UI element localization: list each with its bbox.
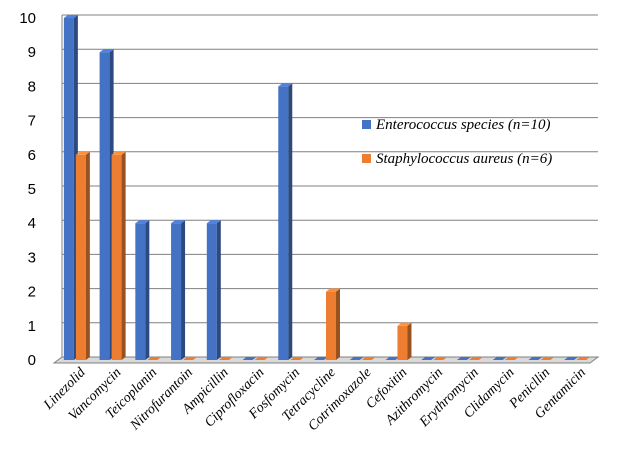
bar-front	[278, 86, 289, 361]
bar	[206, 220, 221, 360]
bar-side	[145, 220, 150, 360]
y-tick-label: 9	[28, 44, 36, 61]
bar-zero	[361, 357, 376, 360]
bars	[63, 15, 591, 361]
bar-zero	[242, 357, 257, 360]
bar	[492, 357, 507, 360]
y-tick-label: 1	[28, 318, 36, 335]
bar-zero	[349, 357, 364, 360]
bar	[75, 151, 90, 360]
y-tick-label: 8	[28, 78, 36, 95]
bar-zero	[290, 357, 305, 360]
bar	[540, 357, 555, 360]
legend-label: Staphylococcus aureus (n=6)	[376, 151, 552, 167]
bar-top	[111, 151, 126, 155]
y-tick-label: 0	[28, 352, 36, 369]
bar-zero	[147, 357, 162, 360]
bar-zero	[540, 357, 555, 360]
bar	[111, 151, 126, 360]
bar-top	[135, 220, 150, 224]
bar-front	[111, 154, 122, 360]
bar	[290, 357, 305, 360]
bar-zero	[492, 357, 507, 360]
bar	[349, 357, 364, 360]
bar-zero	[218, 357, 233, 360]
bar	[99, 49, 114, 360]
bar-top	[397, 322, 412, 326]
bar-top	[99, 49, 114, 53]
bar	[278, 83, 293, 361]
bar-top	[206, 220, 221, 224]
bar	[254, 357, 269, 360]
bar-front	[99, 52, 110, 360]
bar	[361, 357, 376, 360]
bar	[468, 357, 483, 360]
bar-zero	[314, 357, 328, 360]
bar-side	[336, 288, 340, 360]
bar-side	[407, 322, 412, 360]
bar-zero	[564, 357, 579, 360]
bar-top	[326, 288, 340, 292]
bar-zero	[504, 357, 519, 360]
bar	[326, 288, 340, 360]
bar-zero	[576, 357, 591, 360]
bar	[218, 357, 233, 360]
y-tick-label: 7	[28, 113, 36, 130]
bar-zero	[433, 357, 448, 360]
legend: Enterococcus species (n=10) Staphylococcu…	[362, 117, 552, 167]
bar	[576, 357, 591, 360]
bar-top	[75, 151, 90, 155]
bar	[147, 357, 162, 360]
bar-side	[216, 220, 221, 360]
legend-swatch	[362, 154, 371, 163]
bar-side	[121, 151, 126, 360]
bar-side	[181, 220, 186, 360]
bar-top	[278, 83, 293, 87]
bar-front	[63, 18, 74, 360]
bar-zero	[385, 357, 400, 360]
bar	[385, 357, 400, 360]
bar-front	[135, 223, 146, 360]
bar	[242, 357, 257, 360]
bar	[456, 357, 471, 360]
bar-side	[288, 83, 293, 361]
bar	[433, 357, 448, 360]
bar-front	[75, 154, 86, 360]
bar-front	[171, 223, 182, 360]
y-tick-label: 10	[19, 10, 36, 27]
y-tick-label: 4	[28, 215, 36, 232]
y-tick-label: 2	[28, 284, 36, 301]
bar	[314, 357, 328, 360]
bar	[63, 15, 78, 360]
bar	[135, 220, 150, 360]
bar	[528, 357, 543, 360]
legend-swatch	[362, 120, 371, 129]
bar-front	[397, 325, 408, 360]
bar-zero	[468, 357, 483, 360]
bar	[421, 357, 436, 360]
y-tick-label: 6	[28, 147, 36, 164]
bar	[397, 322, 412, 360]
bar-top	[63, 15, 78, 18]
bar-zero	[528, 357, 543, 360]
bar-front	[206, 223, 217, 360]
bar-zero	[183, 357, 198, 360]
bar	[183, 357, 198, 360]
bar-zero	[254, 357, 269, 360]
bar-zero	[456, 357, 471, 360]
legend-label: Enterococcus species (n=10)	[375, 117, 551, 133]
y-tick-label: 3	[28, 249, 36, 266]
bar-zero	[421, 357, 436, 360]
bar	[504, 357, 519, 360]
bar	[171, 220, 186, 360]
bar-side	[85, 151, 90, 360]
bar	[564, 357, 579, 360]
bar-front	[326, 291, 336, 360]
bar-top	[171, 220, 186, 224]
y-tick-label: 5	[28, 181, 36, 198]
